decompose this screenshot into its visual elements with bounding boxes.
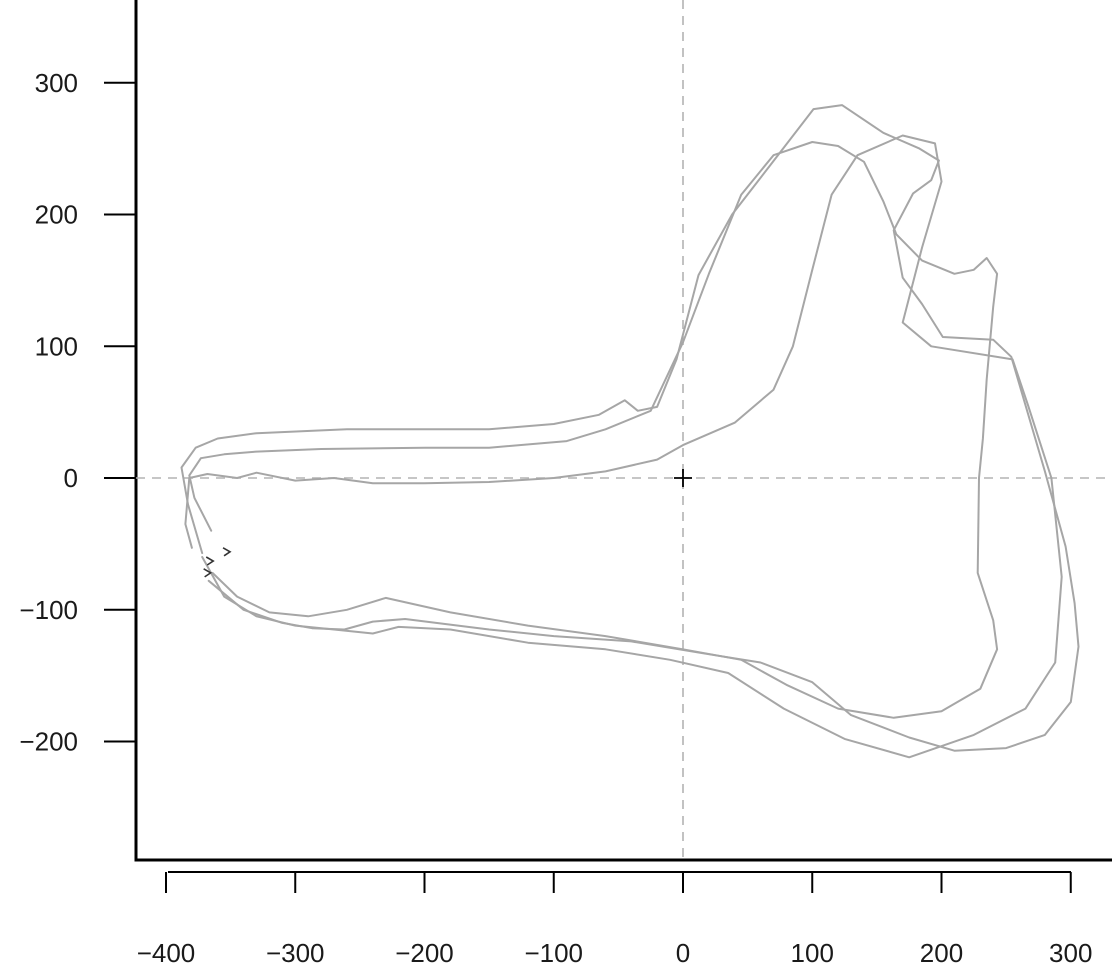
arrow-mark-3 <box>203 568 213 578</box>
x-tick-label: 0 <box>676 938 690 968</box>
x-axis: −400 −300 −200 −100 0 100 200 300 <box>137 871 1092 968</box>
y-tick-label: 300 <box>35 68 78 98</box>
trace-line-2 <box>188 141 999 719</box>
x-tick-label: −100 <box>524 938 583 968</box>
y-tick-label: −200 <box>19 727 78 757</box>
x-tick-label: 100 <box>791 938 834 968</box>
y-tick-label: 100 <box>35 331 78 361</box>
reference-lines <box>136 0 1112 860</box>
series-layer <box>180 104 1080 759</box>
y-axis: −200 −100 0 100 200 300 <box>19 68 136 757</box>
y-tick-label: −100 <box>19 595 78 625</box>
x-tick-label: −300 <box>266 938 325 968</box>
trace-line-3 <box>184 134 1063 759</box>
arrow-mark-2 <box>205 556 215 566</box>
plot-area <box>134 0 1112 862</box>
x-tick-label: −400 <box>137 938 196 968</box>
x-tick-label: 300 <box>1049 938 1092 968</box>
trace-line-1 <box>180 104 1080 752</box>
y-tick-label: 0 <box>64 463 78 493</box>
plot-frame <box>134 0 1112 862</box>
origin-cross-marker <box>674 469 692 487</box>
y-tick-label: 200 <box>35 200 78 230</box>
x-tick-label: −200 <box>395 938 454 968</box>
arrow-mark-1 <box>222 547 232 557</box>
marker-layer <box>203 469 692 578</box>
x-tick-label: 200 <box>920 938 963 968</box>
